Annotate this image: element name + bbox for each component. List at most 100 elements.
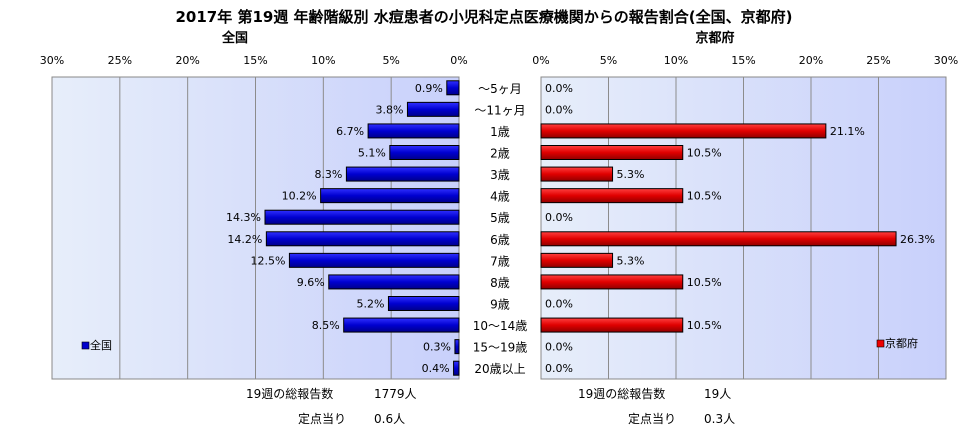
kyoto-value-label: 0.0% (545, 341, 573, 354)
national-value-label: 8.3% (314, 168, 342, 181)
category-label: ～5ヶ月 (478, 82, 522, 96)
national-value-label: 14.3% (226, 211, 261, 224)
left-tick-label: 15% (243, 54, 267, 67)
category-label: 15～19歳 (473, 341, 528, 355)
category-label: 5歳 (490, 211, 510, 225)
national-value-label: 0.4% (422, 362, 450, 375)
legend-kyoto-swatch (876, 339, 885, 348)
national-bar (345, 166, 460, 182)
national-value-label: 5.1% (358, 147, 386, 160)
category-label: 20歳以上 (474, 362, 525, 376)
kyoto-bar (540, 231, 897, 247)
kyoto-per-value: 0.3人 (704, 412, 735, 426)
left-tick-label: 10% (311, 54, 335, 67)
right-panel: 京都府 0% 5% 10% 15% 20% 25% 30% 0.0% 0.0% 21.1% 10.… (532, 30, 958, 380)
national-bar (406, 101, 460, 117)
right-tick-label: 30% (934, 54, 958, 67)
national-bar (328, 274, 460, 290)
legend-national-label: 全国 (90, 338, 112, 352)
national-value-label: 8.5% (312, 319, 340, 332)
national-value-label: 12.5% (250, 254, 285, 267)
kyoto-bar (540, 252, 614, 268)
category-label: 8歳 (490, 276, 510, 290)
category-label: 6歳 (490, 233, 510, 247)
category-label: 10～14歳 (473, 319, 528, 333)
kyoto-value-label: 0.0% (545, 362, 573, 375)
legend-kyoto: 京都府 (876, 336, 918, 350)
national-bar (387, 296, 460, 311)
national-value-label: 0.3% (423, 341, 451, 354)
left-tick-label: 0% (450, 54, 467, 67)
category-labels: ～5ヶ月 ～11ヶ月 1歳 2歳 3歳 4歳 5歳 6歳 7歳 8歳 9歳 10～14歳 15～19歳 2… (473, 82, 528, 376)
category-label: 4歳 (490, 190, 510, 204)
national-value-label: 14.2% (227, 233, 262, 246)
national-value-label: 0.9% (415, 82, 443, 95)
right-bars (540, 123, 897, 333)
legend-kyoto-label: 京都府 (885, 336, 918, 350)
kyoto-value-label: 0.0% (545, 211, 573, 224)
national-value-label: 10.2% (282, 190, 317, 203)
legend-national-swatch (81, 341, 90, 350)
category-label: 7歳 (490, 254, 510, 268)
national-total-label: 19週の総報告数 (246, 386, 333, 401)
category-label: 9歳 (490, 298, 510, 312)
national-bar (453, 360, 460, 376)
kyoto-total-value: 19人 (704, 387, 731, 401)
left-tick-labels: 30% 25% 20% 15% 10% 5% 0% (40, 54, 468, 67)
kyoto-bar (540, 188, 684, 204)
national-bar (288, 252, 460, 268)
right-tick-label: 20% (799, 54, 823, 67)
kyoto-value-label: 10.5% (687, 147, 722, 160)
kyoto-value-label: 0.0% (545, 298, 573, 311)
kyoto-bar (540, 274, 684, 290)
national-bar (389, 145, 460, 160)
national-bar (454, 339, 460, 355)
right-tick-labels: 0% 5% 10% 15% 20% 25% 30% (532, 54, 958, 67)
kyoto-value-label: 10.5% (687, 276, 722, 289)
national-bar (446, 80, 460, 96)
national-value-label: 9.6% (297, 276, 325, 289)
national-value-label: 5.2% (357, 298, 385, 311)
national-per-value: 0.6人 (374, 412, 405, 426)
left-tick-label: 20% (175, 54, 199, 67)
kyoto-value-label: 10.5% (687, 319, 722, 332)
summary: 19週の総報告数 1779人 定点当り 0.6人 19週の総報告数 19人 定点… (246, 386, 735, 426)
right-tick-label: 10% (664, 54, 688, 67)
right-tick-label: 5% (600, 54, 617, 67)
kyoto-bar (540, 317, 684, 333)
kyoto-per-label: 定点当り (628, 411, 676, 426)
right-tick-label: 15% (731, 54, 755, 67)
category-label: 1歳 (490, 125, 510, 139)
national-bar (320, 188, 460, 204)
right-tick-label: 25% (866, 54, 890, 67)
kyoto-value-label: 10.5% (687, 190, 722, 203)
national-total-value: 1779人 (374, 387, 417, 401)
left-tick-label: 5% (382, 54, 399, 67)
legend-national: 全国 (81, 338, 112, 352)
national-bar (264, 209, 460, 225)
left-value-labels: 0.9% 3.8% 6.7% 5.1% 8.3% 10.2% 14.3% 14.2% 12.5%… (226, 82, 451, 375)
left-panel: 全国 30% 25% 20% 15% 10% 5% 0% 0.9% 3.8% 6.7% 5.1% 8… (40, 30, 468, 380)
kyoto-bar (540, 145, 684, 160)
category-label: 2歳 (490, 147, 510, 161)
category-label: 3歳 (490, 168, 510, 182)
right-value-labels: 0.0% 0.0% 21.1% 10.5% 5.3% 10.5% 0.0% 26.3% 5.3%… (545, 82, 935, 375)
category-label: ～11ヶ月 (474, 103, 525, 117)
chart-title: 2017年 第19週 年齢階級別 水痘患者の小児科定点医療機関からの報告割合(全… (175, 8, 792, 26)
kyoto-value-label: 26.3% (900, 233, 935, 246)
kyoto-total-label: 19週の総報告数 (578, 386, 665, 401)
kyoto-value-label: 0.0% (545, 103, 573, 116)
right-tick-label: 0% (532, 54, 549, 67)
national-value-label: 3.8% (375, 103, 403, 116)
national-bar (367, 123, 460, 139)
left-tick-label: 30% (40, 54, 64, 67)
kyoto-value-label: 21.1% (830, 125, 865, 138)
kyoto-value-label: 0.0% (545, 82, 573, 95)
right-panel-title: 京都府 (695, 30, 734, 46)
national-value-label: 6.7% (336, 125, 364, 138)
left-panel-title: 全国 (221, 30, 248, 46)
national-per-label: 定点当り (298, 411, 346, 426)
national-bar (265, 231, 460, 247)
kyoto-value-label: 5.3% (617, 254, 645, 267)
